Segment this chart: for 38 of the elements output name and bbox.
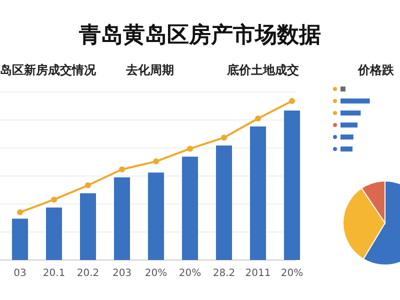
chart-title: 青岛黄岛区房产市场数据 [78,22,321,48]
x-tick-label: 20.1 [42,268,66,279]
bar [46,208,62,260]
bar [340,110,361,116]
bar [250,126,266,260]
bar [340,98,370,104]
point [187,146,193,152]
point [119,166,125,172]
x-tick-label: 20% [280,268,304,279]
x-tick-label: 20% [178,268,202,279]
bar [182,156,198,260]
point [153,158,159,164]
point [289,98,295,104]
x-tick-label: 2011 [245,268,271,279]
bar [148,172,164,260]
point [221,134,227,141]
x-tick-label: 20% [144,268,168,279]
bar [340,146,353,152]
bar [340,134,354,140]
x-tick-label: 28.2 [212,268,236,279]
bar [340,122,358,128]
bar [80,193,96,260]
bar [216,146,232,260]
x-tick-label: 20.2 [76,268,100,279]
bar [284,110,300,260]
bar [12,218,28,260]
chart-subtitle: 岛区新房成交情况 [0,63,97,77]
chart-title: 价格跌 [357,63,395,77]
text: 底价土地成交 [226,63,299,77]
text: 去化周期 [125,63,174,77]
point [51,196,57,203]
point [255,115,261,122]
bar [114,177,130,260]
bar [340,86,346,92]
x-tick-label: 03 [14,268,26,279]
point [17,209,23,216]
x-tick-label: 203 [112,268,132,279]
point [85,182,91,188]
